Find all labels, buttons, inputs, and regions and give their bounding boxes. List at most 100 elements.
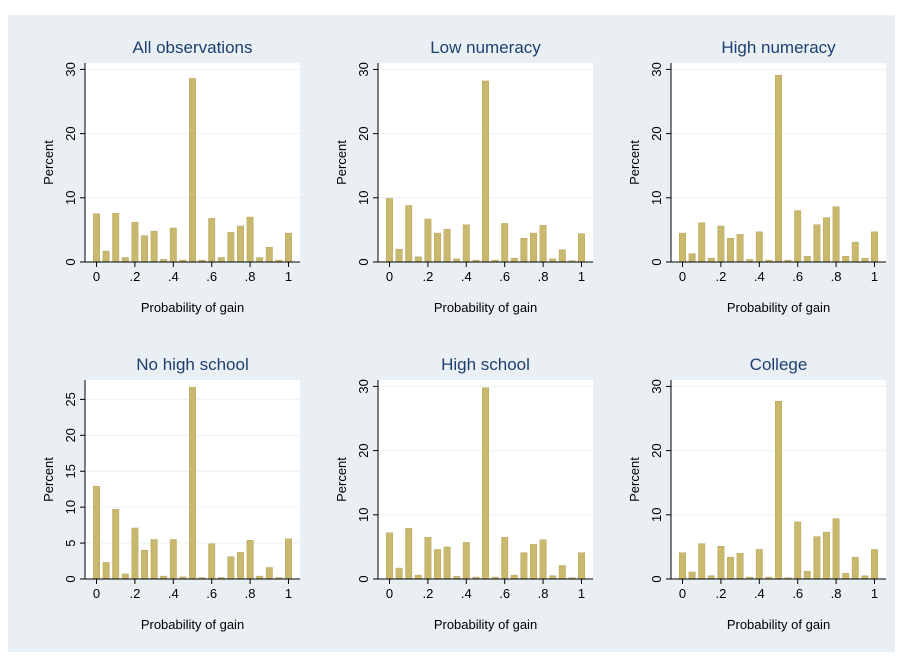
bar — [246, 216, 254, 263]
y-tick-label: 10 — [63, 500, 78, 514]
x-tick-label: .4 — [461, 269, 472, 284]
bar — [510, 574, 518, 580]
x-tick-label: .6 — [792, 586, 803, 601]
x-tick-label: 1 — [578, 586, 585, 601]
x-tick-label: .2 — [129, 586, 140, 601]
y-axis-title: Percent — [41, 140, 56, 185]
bar — [237, 552, 244, 580]
bar — [558, 249, 566, 263]
bar — [121, 257, 129, 263]
x-tick-label: .6 — [206, 586, 217, 601]
bar — [405, 528, 413, 580]
x-tick-label: 0 — [93, 586, 100, 601]
bar — [189, 386, 196, 580]
y-tick-label: 20 — [356, 443, 371, 457]
bar — [462, 542, 470, 580]
bar — [237, 225, 244, 263]
bar — [832, 518, 840, 580]
y-axis-title: Percent — [41, 457, 56, 502]
bar — [823, 217, 830, 263]
bar — [265, 246, 273, 263]
y-axis-title: Percent — [334, 457, 349, 502]
bar — [707, 257, 715, 263]
x-tick-label: .4 — [461, 586, 472, 601]
bar — [265, 567, 273, 580]
bar — [736, 234, 744, 263]
bar — [208, 218, 216, 263]
bar — [285, 538, 292, 580]
x-tick-label: 0 — [679, 269, 686, 284]
y-tick-label: 0 — [63, 575, 78, 582]
x-tick-label: .8 — [831, 269, 842, 284]
y-tick-label: 10 — [649, 508, 664, 522]
bar — [141, 235, 148, 263]
bar — [93, 486, 100, 580]
panel-title: No high school — [136, 355, 248, 374]
x-tick-label: 0 — [386, 269, 393, 284]
bar — [121, 573, 129, 580]
bar — [813, 536, 821, 580]
bar — [501, 537, 509, 580]
bar — [414, 256, 422, 263]
x-tick-label: .6 — [792, 269, 803, 284]
bar — [169, 539, 177, 580]
bar — [803, 255, 811, 263]
panel-title: High numeracy — [721, 38, 836, 57]
bar — [688, 571, 696, 580]
x-axis-title: Probability of gain — [727, 300, 830, 315]
bar — [217, 257, 225, 263]
x-tick-label: 0 — [386, 586, 393, 601]
bar — [285, 232, 292, 263]
bar — [871, 231, 878, 263]
bar — [189, 78, 196, 263]
x-tick-label: .4 — [168, 269, 179, 284]
y-tick-label: 30 — [649, 62, 664, 76]
y-tick-label: 10 — [649, 191, 664, 205]
x-tick-label: .4 — [754, 269, 765, 284]
panel-title: College — [750, 355, 808, 374]
y-tick-label: 15 — [63, 464, 78, 478]
x-tick-label: .4 — [168, 586, 179, 601]
x-tick-label: 1 — [871, 269, 878, 284]
bar — [803, 571, 811, 580]
x-tick-label: 1 — [285, 586, 292, 601]
bar — [539, 539, 547, 580]
x-tick-label: .2 — [129, 269, 140, 284]
x-tick-label: .2 — [422, 269, 433, 284]
bar — [520, 552, 528, 580]
x-tick-label: .4 — [754, 586, 765, 601]
bar — [395, 567, 403, 580]
panel-title: All observations — [132, 38, 252, 57]
bar — [679, 552, 686, 580]
bar — [208, 543, 216, 580]
bar — [794, 210, 802, 263]
bar — [434, 549, 441, 580]
bar — [434, 232, 441, 263]
bar — [727, 556, 734, 580]
bar — [386, 198, 393, 263]
bar — [102, 562, 110, 580]
bar — [530, 232, 537, 263]
bar — [842, 572, 850, 580]
y-tick-label: 10 — [356, 508, 371, 522]
bar — [246, 539, 254, 580]
bar — [736, 553, 744, 580]
bar — [256, 257, 264, 263]
bar — [717, 225, 725, 263]
x-tick-label: .8 — [245, 586, 256, 601]
x-tick-label: 1 — [871, 586, 878, 601]
bar — [861, 257, 869, 263]
x-tick-label: .8 — [245, 269, 256, 284]
y-tick-label: 10 — [356, 191, 371, 205]
bar — [150, 230, 158, 263]
bar — [727, 237, 734, 263]
x-tick-label: 0 — [679, 586, 686, 601]
x-tick-label: .6 — [499, 586, 510, 601]
x-tick-label: .6 — [499, 269, 510, 284]
x-tick-label: .6 — [206, 269, 217, 284]
x-tick-label: .2 — [715, 269, 726, 284]
bar — [482, 80, 489, 263]
bar — [871, 549, 878, 580]
bar — [755, 549, 763, 580]
bar — [424, 537, 432, 580]
